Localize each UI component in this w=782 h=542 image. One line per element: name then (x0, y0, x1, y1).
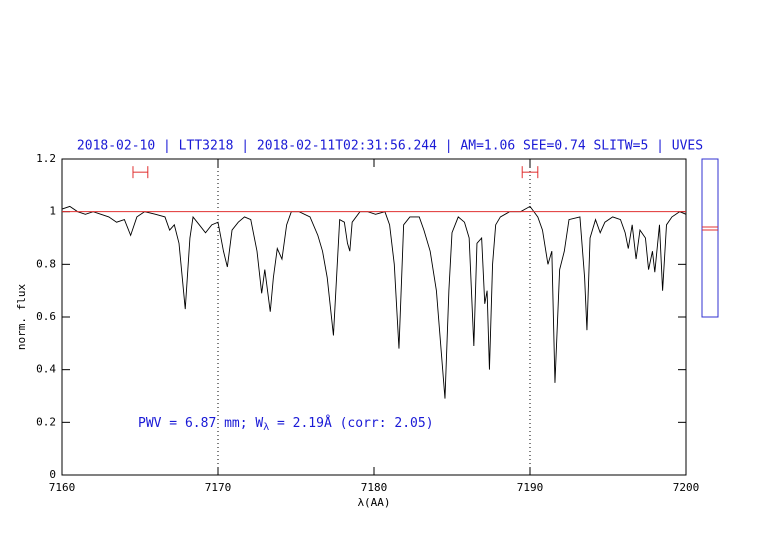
y-tick-label: 0.2 (36, 415, 56, 428)
y-axis-label: norm. flux (15, 284, 28, 351)
side-indicator-box (701, 158, 719, 318)
annotation-text: = 2.19Å (corr: 2.05) (269, 415, 433, 431)
y-tick-label: 1 (49, 205, 56, 218)
x-tick-label: 7190 (517, 481, 544, 494)
chart-title: 2018-02-10 | LTT3218 | 2018-02-11T02:31:… (77, 139, 703, 154)
range-marker (521, 166, 539, 179)
x-tick-label: 7200 (673, 481, 700, 494)
y-tick-label: 0.4 (36, 363, 56, 376)
x-tick-label: 7170 (205, 481, 232, 494)
annotation-subscript: λ (263, 422, 269, 433)
y-tick-label: 0.8 (36, 257, 56, 270)
range-marker (132, 166, 149, 179)
x-axis-label: λ(AA) (357, 496, 390, 509)
spectrum-line (61, 205, 687, 399)
annotation-text: PWV = 6.87 mm; W (138, 416, 263, 431)
x-tick-label: 7180 (361, 481, 388, 494)
y-tick-label: 0 (49, 468, 56, 481)
annotation: PWV = 6.87 mm; Wλ = 2.19Å (corr: 2.05) (138, 415, 434, 434)
x-tick-label: 7160 (49, 481, 76, 494)
y-tick-label: 1.2 (36, 152, 56, 165)
y-tick-label: 0.6 (36, 310, 56, 323)
